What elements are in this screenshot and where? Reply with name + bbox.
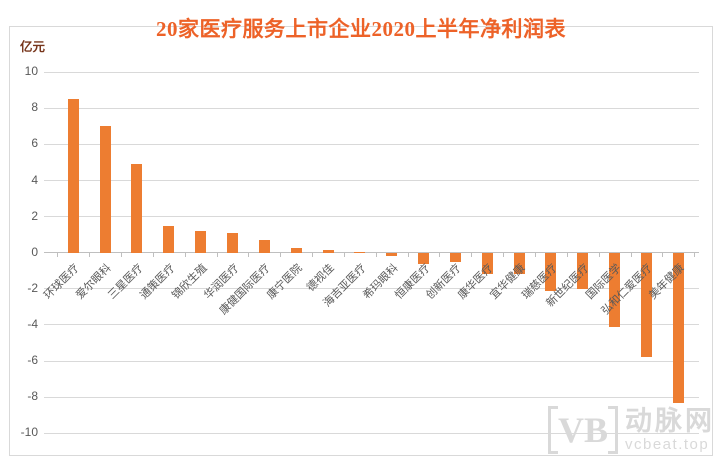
y-axis-tick-label: 0: [31, 244, 38, 259]
bar: [290, 248, 302, 253]
category-axis-tick: [343, 252, 345, 257]
y-axis-unit-label: 亿元: [20, 40, 46, 54]
category-axis-tick: [598, 252, 600, 257]
category-axis-tick: [407, 252, 409, 257]
y-axis-tick-label: -2: [27, 280, 38, 295]
category-axis-tick: [503, 252, 505, 257]
category-axis-tick: [439, 252, 441, 257]
bar: [258, 240, 270, 253]
y-axis-tick-label: 2: [31, 208, 38, 223]
bar: [545, 252, 557, 291]
y-axis-tick-label: -6: [27, 353, 38, 367]
gridline: [44, 396, 699, 398]
gridline: [44, 324, 699, 326]
y-axis-tick-label: -4: [27, 316, 38, 331]
chart-frame-border: [9, 26, 713, 456]
bar: [131, 164, 143, 253]
watermark-text-block: 动脉网 vcbeat.top: [625, 406, 715, 454]
gridline: [44, 71, 699, 73]
y-axis-tick-label: 10: [24, 64, 38, 79]
watermark-brand-text: 动脉网: [625, 406, 715, 436]
vcbeat-logo: VB: [547, 405, 619, 455]
y-axis-tick-label: 6: [31, 136, 38, 151]
bar: [354, 251, 366, 253]
gridline: [44, 288, 699, 290]
bar: [67, 99, 79, 253]
bar: [577, 252, 589, 289]
bar: [672, 252, 684, 403]
gridline: [44, 360, 699, 362]
chart-title: 20家医疗服务上市企业2020上半年净利润表: [156, 17, 566, 41]
bar: [609, 252, 621, 327]
category-axis-tick: [57, 252, 59, 257]
category-axis-tick: [121, 252, 123, 257]
y-axis-tick-label: 4: [31, 172, 38, 187]
category-axis-tick: [630, 252, 632, 257]
gridline: [44, 107, 699, 109]
gridline: [44, 180, 699, 181]
bar: [481, 252, 493, 275]
category-axis-tick: [216, 252, 218, 257]
zero-gridline: [44, 252, 699, 254]
y-axis-tick-label: 8: [31, 100, 38, 115]
category-axis-tick: [662, 252, 664, 257]
bar: [227, 232, 238, 253]
category-axis-tick: [312, 252, 314, 257]
bar: [322, 249, 334, 253]
bar: [513, 252, 525, 275]
category-axis-tick: [248, 252, 250, 257]
category-axis-tick: [184, 252, 186, 257]
bar: [99, 126, 111, 253]
gridline: [44, 143, 699, 145]
category-axis-tick: [694, 252, 696, 257]
y-axis-tick-label: -10: [20, 425, 38, 440]
bar: [640, 252, 652, 358]
bar: [418, 252, 430, 264]
bar: [163, 225, 175, 253]
watermark: VB 动脉网 vcbeat.top: [547, 405, 715, 455]
bar: [449, 252, 461, 262]
category-axis-tick: [280, 252, 282, 257]
category-axis-tick: [152, 252, 154, 257]
watermark-url-text: vcbeat.top: [625, 436, 710, 453]
bar: [195, 231, 207, 253]
category-label: 康宁医院: [265, 261, 305, 302]
category-axis-tick: [375, 252, 377, 257]
gridline: [44, 432, 699, 434]
category-axis-tick: [566, 252, 568, 257]
y-axis-tick-label: -8: [27, 389, 38, 404]
category-axis-tick: [471, 252, 473, 257]
bar: [386, 252, 398, 257]
gridline: [44, 216, 699, 218]
category-axis-tick: [534, 252, 536, 257]
category-axis-tick: [89, 252, 91, 257]
